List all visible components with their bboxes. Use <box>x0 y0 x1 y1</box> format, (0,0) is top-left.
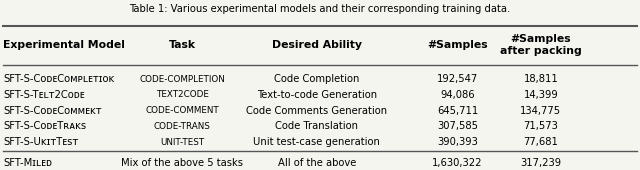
Text: Text-to-code Generation: Text-to-code Generation <box>257 90 377 100</box>
Text: 14,399: 14,399 <box>524 90 558 100</box>
Text: SFT-S-UᴋɪᴛTᴇsᴛ: SFT-S-UᴋɪᴛTᴇsᴛ <box>3 137 79 147</box>
Text: SFT-S-CᴏᴅᴇTʀᴀᴋs: SFT-S-CᴏᴅᴇTʀᴀᴋs <box>3 122 86 131</box>
Text: Task: Task <box>169 40 196 50</box>
Text: 94,086: 94,086 <box>440 90 475 100</box>
Text: 1,630,322: 1,630,322 <box>433 158 483 168</box>
Text: CODE-COMPLETION: CODE-COMPLETION <box>140 75 225 83</box>
Text: Desired Ability: Desired Ability <box>272 40 362 50</box>
Text: 390,393: 390,393 <box>437 137 478 147</box>
Text: CODE-COMMENT: CODE-COMMENT <box>145 106 220 115</box>
Text: Code Completion: Code Completion <box>274 74 360 84</box>
Text: SFT-Mɪʟᴇᴅ: SFT-Mɪʟᴇᴅ <box>3 158 52 168</box>
Text: 134,775: 134,775 <box>520 106 561 116</box>
Text: 307,585: 307,585 <box>437 122 478 131</box>
Text: SFT-S-Tᴇʟᴛ2Cᴏᴅᴇ: SFT-S-Tᴇʟᴛ2Cᴏᴅᴇ <box>3 90 85 100</box>
Text: Mix of the above 5 tasks: Mix of the above 5 tasks <box>122 158 243 168</box>
Text: 317,239: 317,239 <box>520 158 561 168</box>
Text: Experimental Model: Experimental Model <box>3 40 125 50</box>
Text: UNIT-TEST: UNIT-TEST <box>160 138 205 147</box>
Text: #Samples
after packing: #Samples after packing <box>500 34 582 56</box>
Text: 645,711: 645,711 <box>437 106 478 116</box>
Text: All of the above: All of the above <box>278 158 356 168</box>
Text: Table 1: Various experimental models and their corresponding training data.: Table 1: Various experimental models and… <box>129 4 511 14</box>
Text: #Samples: #Samples <box>428 40 488 50</box>
Text: SFT-S-CᴏᴅᴇCᴏᴍᴍᴇᴋᴛ: SFT-S-CᴏᴅᴇCᴏᴍᴍᴇᴋᴛ <box>3 106 102 116</box>
Text: Code Translation: Code Translation <box>275 122 358 131</box>
Text: 18,811: 18,811 <box>524 74 558 84</box>
Text: Code Comments Generation: Code Comments Generation <box>246 106 387 116</box>
Text: CODE-TRANS: CODE-TRANS <box>154 122 211 131</box>
Text: 77,681: 77,681 <box>524 137 558 147</box>
Text: 192,547: 192,547 <box>437 74 478 84</box>
Text: SFT-S-CᴏᴅᴇCᴏᴍᴘʟᴇᴛɪᴏᴋ: SFT-S-CᴏᴅᴇCᴏᴍᴘʟᴇᴛɪᴏᴋ <box>3 74 115 84</box>
Text: Unit test-case generation: Unit test-case generation <box>253 137 380 147</box>
Text: 71,573: 71,573 <box>524 122 558 131</box>
Text: TEXT2CODE: TEXT2CODE <box>156 90 209 99</box>
